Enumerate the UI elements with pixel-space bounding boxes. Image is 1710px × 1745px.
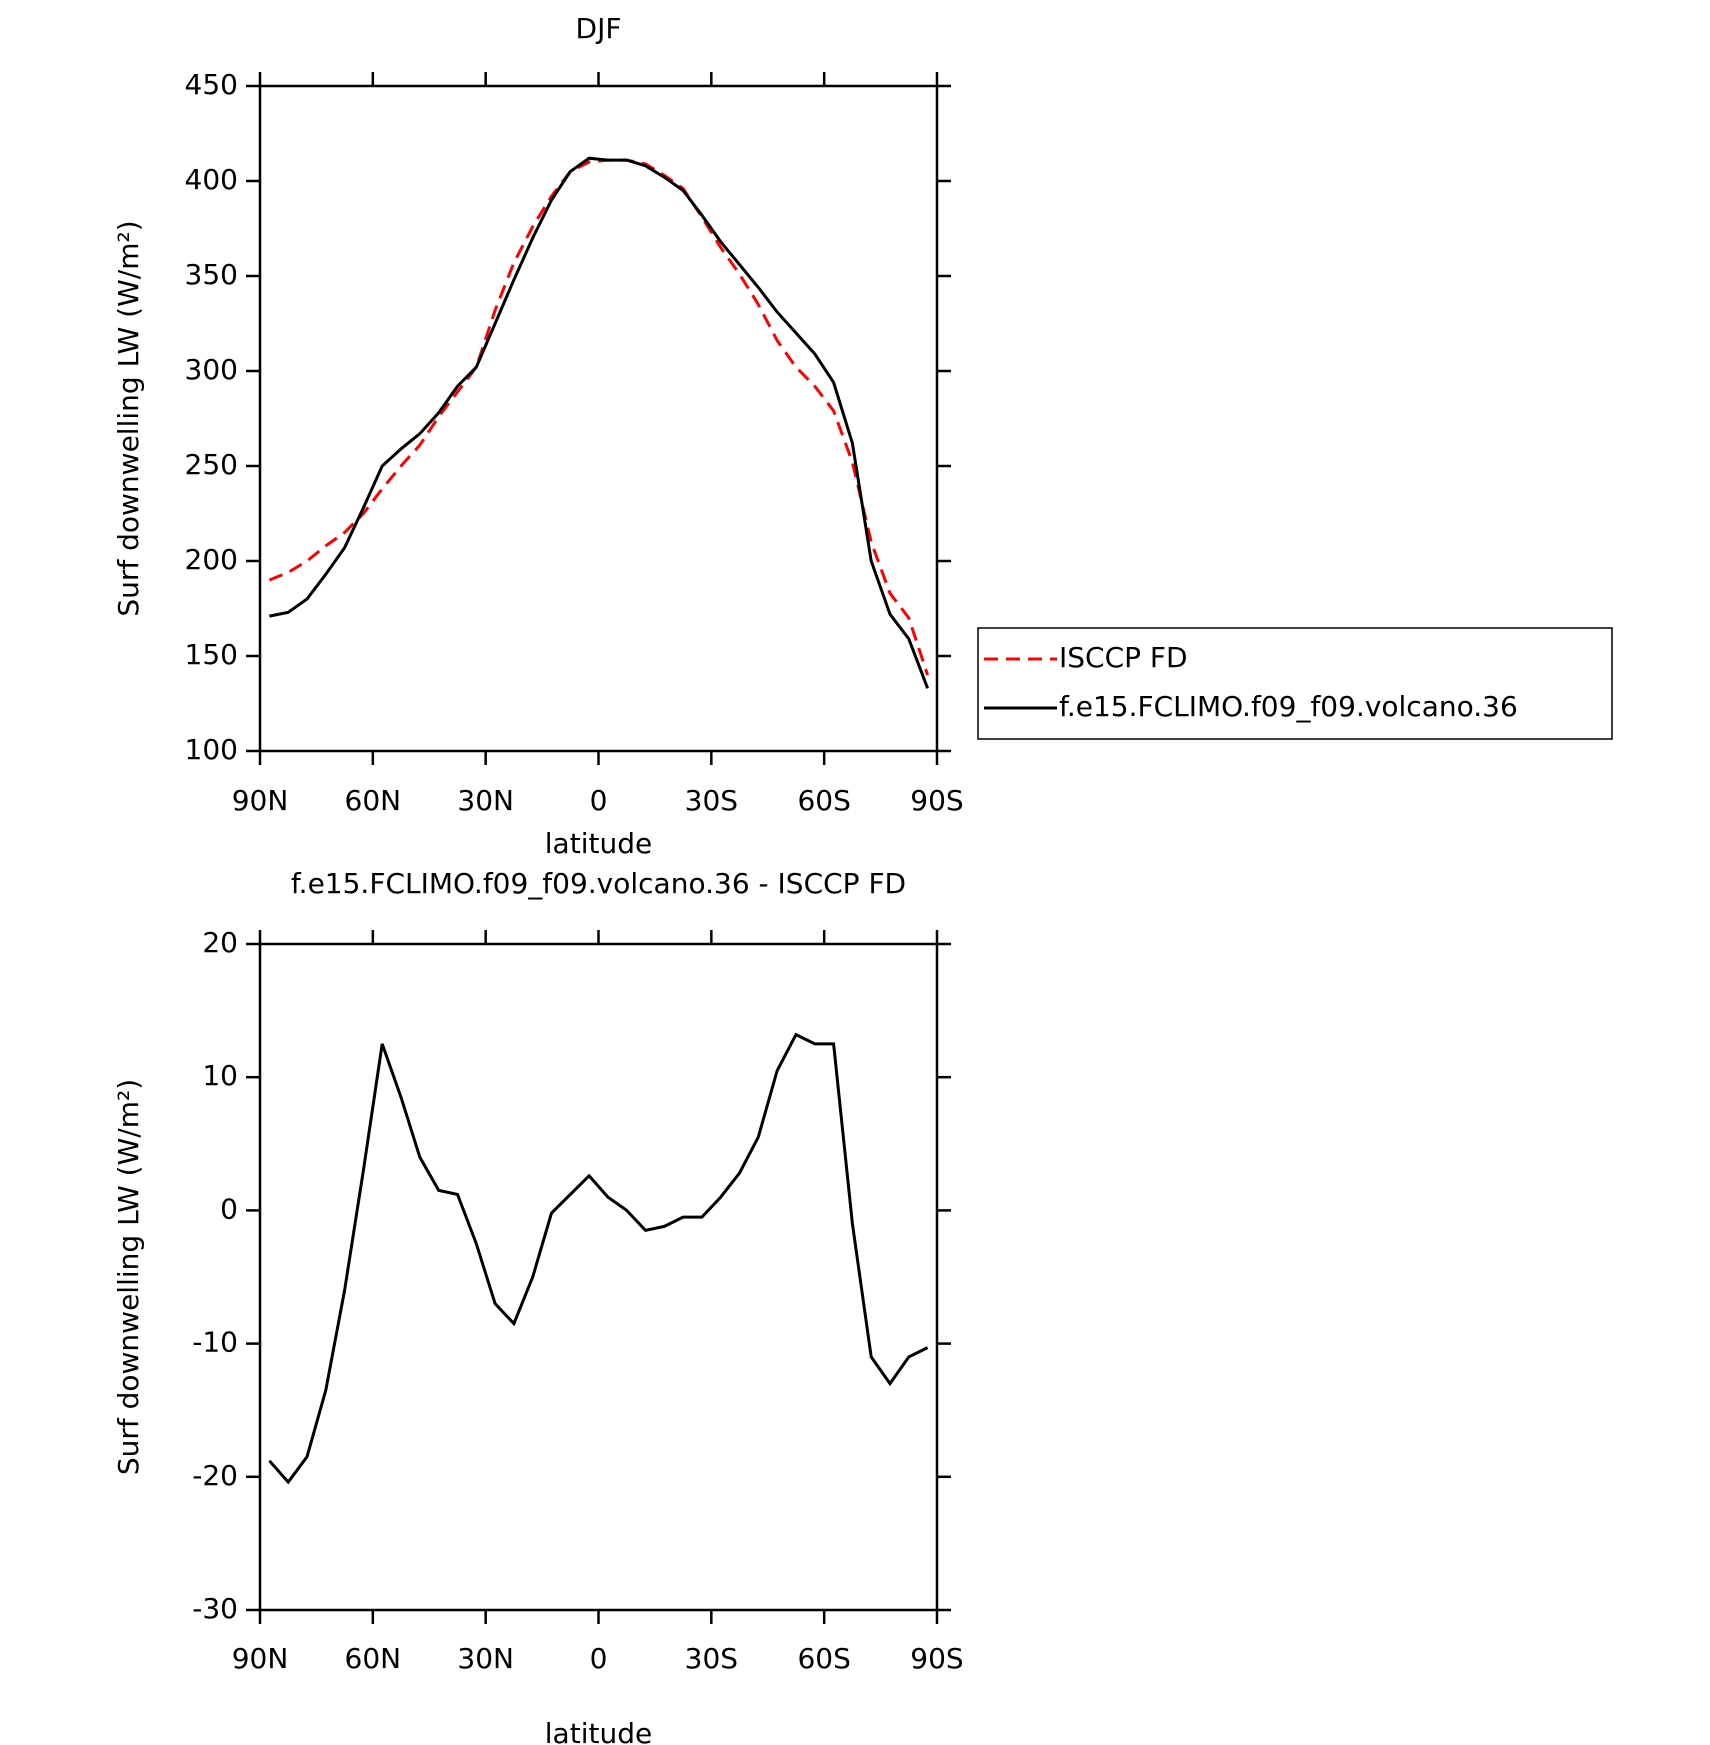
y-tick-label: 350 — [185, 258, 238, 291]
y-axis-label: Surf downwelling LW (W/m²) — [112, 220, 145, 616]
x-axis-label: latitude — [545, 827, 652, 860]
x-tick-label: 0 — [590, 784, 608, 817]
y-tick-label: -10 — [192, 1326, 238, 1359]
y-tick-label: 100 — [185, 733, 238, 766]
y-tick-label: 10 — [202, 1059, 238, 1092]
y-tick-label: 300 — [185, 353, 238, 386]
legend-label: ISCCP FD — [1059, 641, 1188, 674]
plot-frame — [258, 84, 939, 753]
y-tick-label: 450 — [185, 68, 238, 101]
x-tick-label: 0 — [590, 1642, 608, 1675]
x-tick-label: 90N — [232, 784, 289, 817]
y-tick-label: 20 — [202, 926, 238, 959]
x-tick-label: 90S — [910, 784, 963, 817]
y-tick-label: 400 — [185, 163, 238, 196]
x-tick-label: 90S — [910, 1642, 963, 1675]
y-tick-label: 200 — [185, 543, 238, 576]
y-tick-label: 150 — [185, 638, 238, 671]
x-tick-label: 30N — [457, 1642, 514, 1675]
x-tick-label: 90N — [232, 1642, 289, 1675]
data-line — [269, 156, 930, 689]
chart-title: DJF — [576, 12, 622, 45]
y-tick-label: -20 — [192, 1459, 238, 1492]
x-tick-label: 30S — [685, 784, 738, 817]
data-line — [268, 158, 930, 676]
x-tick-label: 60S — [797, 1642, 850, 1675]
chart-title: f.e15.FCLIMO.f09_f09.volcano.36 - ISCCP … — [291, 867, 906, 900]
legend-label: f.e15.FCLIMO.f09_f09.volcano.36 — [1059, 690, 1518, 723]
legend-box — [977, 627, 1613, 740]
y-tick-label: 0 — [220, 1192, 238, 1225]
x-tick-label: 30N — [457, 784, 514, 817]
y-axis-label: Surf downwelling LW (W/m²) — [112, 1079, 145, 1475]
x-axis-label: latitude — [545, 1717, 652, 1745]
data-line — [268, 1032, 929, 1485]
plot-frame — [258, 942, 939, 1612]
y-tick-label: 250 — [185, 448, 238, 481]
x-tick-label: 60S — [797, 784, 850, 817]
x-tick-label: 30S — [685, 1642, 738, 1675]
x-tick-label: 60N — [345, 1642, 402, 1675]
y-tick-label: -30 — [192, 1592, 238, 1625]
x-tick-label: 60N — [345, 784, 402, 817]
